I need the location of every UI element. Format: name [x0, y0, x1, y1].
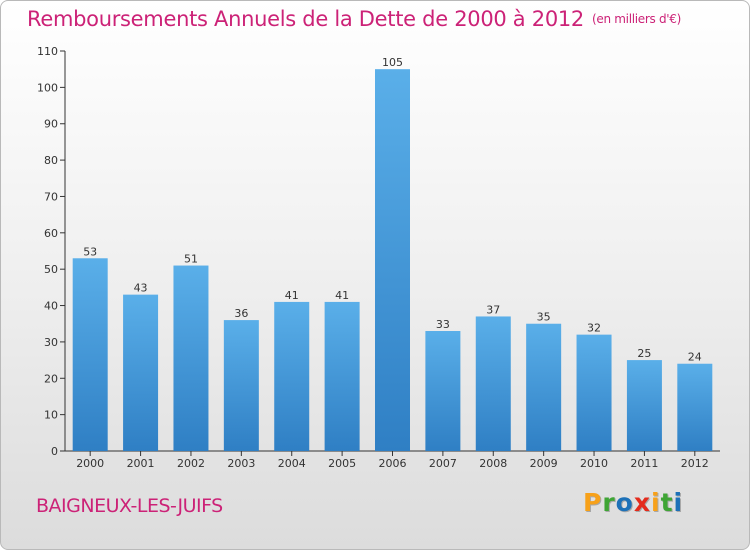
logo-letter: o	[615, 488, 634, 517]
x-tick-label-2006: 2006	[379, 457, 407, 470]
y-tick-label: 60	[44, 227, 58, 240]
x-tick-label-2002: 2002	[177, 457, 205, 470]
y-tick-label: 20	[44, 372, 58, 385]
value-label-2007: 33	[436, 318, 450, 331]
value-label-2011: 25	[637, 347, 651, 360]
x-tick-label-2011: 2011	[630, 457, 658, 470]
value-label-2010: 32	[587, 322, 601, 335]
value-label-2006: 105	[382, 56, 403, 69]
y-tick-label: 70	[44, 190, 58, 203]
bar-2009	[526, 323, 562, 451]
city-name: BAIGNEUX-LES-JUIFS	[36, 495, 223, 517]
x-tick-label-2008: 2008	[479, 457, 507, 470]
bar-2006	[375, 69, 410, 451]
y-tick-label: 110	[37, 45, 58, 58]
y-tick-label: 100	[37, 81, 58, 94]
bar-2002	[173, 265, 209, 451]
y-axis: 0 10 20 30 40 50 60 70 80 90 100 110	[37, 45, 66, 458]
value-label-2009: 35	[537, 311, 551, 324]
bar-2005	[324, 301, 360, 451]
bar-2012	[677, 363, 713, 451]
y-tick-label: 10	[44, 409, 58, 422]
x-tick-label-2003: 2003	[227, 457, 255, 470]
y-tick-label: 50	[44, 263, 58, 276]
y-tick-label: 0	[51, 445, 58, 458]
bar-2007	[425, 331, 461, 451]
value-label-2002: 51	[184, 253, 198, 266]
x-axis: 2000 2001 2002 2003 2004 2005 2006 2007 2008 2009…	[65, 450, 720, 470]
value-label-2012: 24	[688, 351, 702, 364]
bars: 53 43 51 36 41 41 105 33 37 35 32 25 24	[72, 56, 713, 451]
x-tick-label-2010: 2010	[580, 457, 608, 470]
bar-2003	[223, 320, 259, 451]
value-label-2004: 41	[285, 289, 299, 302]
logo-letter: r	[602, 488, 616, 517]
y-tick-label: 80	[44, 154, 58, 167]
y-tick-label: 90	[44, 118, 58, 131]
value-label-2008: 37	[486, 303, 500, 316]
bar-2000	[72, 258, 108, 451]
y-tick-label: 30	[44, 336, 58, 349]
x-tick-label-2012: 2012	[681, 457, 709, 470]
chart-subtitle: (en milliers d'€)	[592, 12, 682, 26]
value-label-2000: 53	[83, 245, 97, 258]
value-label-2003: 36	[234, 307, 248, 320]
logo-letter: t	[660, 488, 674, 517]
x-tick-label-2001: 2001	[127, 457, 155, 470]
title-text: Remboursements Annuels de la Dette de 20…	[27, 7, 584, 31]
y-tick-label: 40	[44, 300, 58, 313]
proxiti-logo: Proxiti	[583, 488, 683, 517]
x-tick-label-2007: 2007	[429, 457, 457, 470]
x-tick-label-2004: 2004	[278, 457, 306, 470]
value-label-2005: 41	[335, 289, 349, 302]
x-tick-label-2009: 2009	[530, 457, 558, 470]
bar-2010	[576, 334, 612, 451]
bar-2008	[475, 316, 511, 451]
logo-letter: P	[583, 488, 603, 517]
bar-2011	[626, 360, 662, 451]
chart-title: Remboursements Annuels de la Dette de 20…	[27, 7, 681, 31]
bar-2001	[123, 294, 159, 451]
logo-letter: x	[633, 488, 651, 517]
bar-2004	[274, 301, 310, 451]
x-tick-label-2005: 2005	[328, 457, 356, 470]
x-tick-label-2000: 2000	[76, 457, 104, 470]
value-label-2001: 43	[134, 282, 148, 295]
logo-letter: i	[673, 488, 684, 517]
logo-letter: i	[651, 488, 661, 517]
